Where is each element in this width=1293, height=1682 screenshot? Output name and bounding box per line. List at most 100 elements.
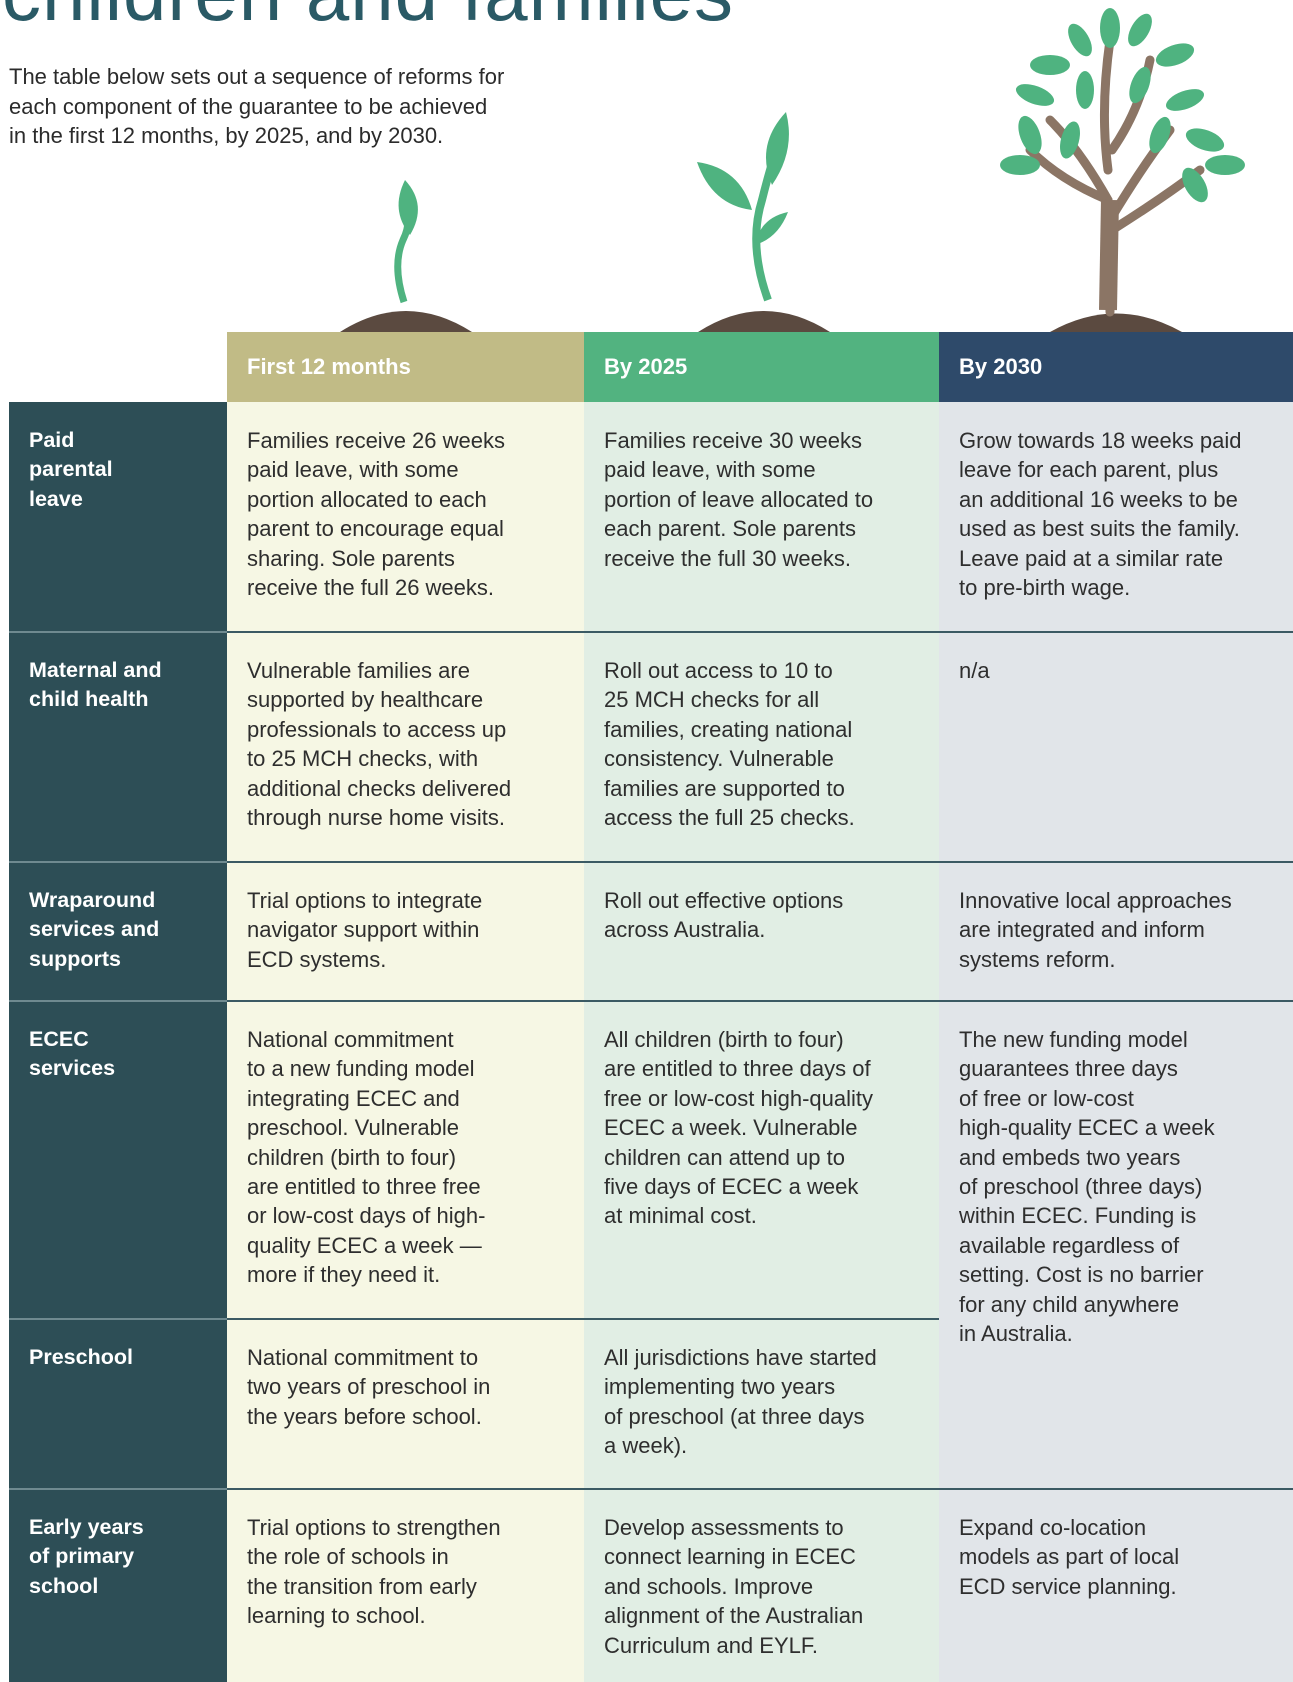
- cell-line: are entitled to three free: [247, 1174, 481, 1200]
- cell-line: implementing two years: [604, 1374, 836, 1400]
- cell-line: a week).: [604, 1433, 688, 1459]
- cell-line: Vulnerable families are: [247, 658, 470, 683]
- cell-line: receive the full 30 weeks.: [604, 545, 852, 571]
- cell-line: families are supported to: [604, 775, 845, 801]
- cell-line: 25 MCH checks for all: [604, 687, 820, 713]
- table-cell: n/a: [939, 632, 1293, 862]
- cell-line: sharing. Sole parents: [247, 545, 455, 571]
- cell-line: guarantees three days: [959, 1056, 1178, 1082]
- table-cell: Develop assessments to connect learning i…: [584, 1489, 939, 1682]
- intro-line: in the first 12 months, by 2025, and by …: [9, 123, 444, 148]
- cell-line: supported by healthcare: [247, 687, 484, 713]
- row-separator: [9, 1318, 227, 1320]
- cell-line: ECD systems.: [247, 946, 387, 972]
- table-cell: Families receive 30 weeks paid leave, wit…: [584, 402, 939, 632]
- cell-line: The new funding model: [959, 1027, 1188, 1052]
- cell-line: through nurse home visits.: [247, 805, 506, 831]
- cell-line: five days of ECEC a week: [604, 1174, 859, 1200]
- cell-line: Innovative local approaches: [959, 888, 1232, 913]
- row-separator: [9, 1000, 227, 1002]
- table-cell: All children (birth to four) are entitled…: [584, 1001, 939, 1319]
- cell-line: the years before school.: [247, 1403, 482, 1429]
- cell-line: to pre-birth wage.: [959, 575, 1131, 601]
- cell-line: children can attend up to: [604, 1144, 845, 1170]
- cell-line: used as best suits the family.: [959, 516, 1240, 542]
- row-label: Wraparound services and supports: [9, 862, 227, 1001]
- row-separator: [9, 861, 227, 863]
- table-cell: Vulnerable families are supported by heal…: [227, 632, 584, 862]
- row-label-line: Paid: [29, 428, 75, 452]
- row-separator: [584, 1488, 939, 1490]
- cell-line: an additional 16 weeks to be: [959, 486, 1238, 512]
- cell-line: or low-cost days of high-: [247, 1203, 486, 1229]
- row-separator: [227, 631, 584, 633]
- cell-line: National commitment: [247, 1027, 454, 1052]
- intro-line: The table below sets out a sequence of r…: [9, 64, 505, 89]
- table-cell: All jurisdictions have started implementi…: [584, 1319, 939, 1489]
- cell-line: are entitled to three days of: [604, 1056, 871, 1082]
- cell-line: more if they need it.: [247, 1262, 441, 1288]
- cell-line: ECEC a week. Vulnerable: [604, 1115, 858, 1141]
- row-label: Preschool: [9, 1319, 227, 1489]
- cell-line: the transition from early: [247, 1573, 477, 1599]
- column-header: By 2030: [939, 332, 1293, 402]
- row-separator: [939, 1000, 1293, 1002]
- row-label: Maternal and child health: [9, 632, 227, 862]
- cell-line: All children (birth to four): [604, 1027, 844, 1052]
- cell-line: integrating ECEC and: [247, 1085, 460, 1111]
- cell-line: two years of preschool in: [247, 1374, 491, 1400]
- cell-line: Roll out access to 10 to: [604, 658, 833, 683]
- cell-line: to 25 MCH checks, with: [247, 746, 479, 772]
- cell-line: systems reform.: [959, 946, 1116, 972]
- cell-line: quality ECEC a week —: [247, 1232, 482, 1258]
- table-cell: The new funding model guarantees three da…: [939, 1001, 1293, 1489]
- cell-line: in Australia.: [959, 1321, 1073, 1347]
- cell-line: Roll out effective options: [604, 888, 844, 913]
- table-cell: Roll out effective options across Austral…: [584, 862, 939, 1001]
- cell-line: ECD service planning.: [959, 1573, 1177, 1599]
- cell-line: available regardless of: [959, 1232, 1180, 1258]
- row-label-line: services and: [29, 917, 160, 942]
- row-label-line: leave: [29, 486, 83, 511]
- row-separator: [9, 1488, 227, 1490]
- cell-line: and schools. Improve: [604, 1573, 814, 1599]
- cell-line: Trial options to integrate: [247, 888, 483, 913]
- table-cell: National commitment to a new funding mode…: [227, 1001, 584, 1319]
- row-separator: [939, 1488, 1293, 1490]
- cell-line: alignment of the Australian: [604, 1603, 864, 1629]
- table-cell: Trial options to strengthen the role of s…: [227, 1489, 584, 1682]
- row-separator: [227, 1000, 584, 1002]
- cell-line: professionals to access up: [247, 716, 507, 742]
- row-label-line: parental: [29, 457, 113, 482]
- cell-line: Families receive 30 weeks: [604, 428, 862, 453]
- cell-line: consistency. Vulnerable: [604, 746, 834, 772]
- cell-line: All jurisdictions have started: [604, 1345, 877, 1370]
- row-separator: [584, 1000, 939, 1002]
- table-cell: Families receive 26 weeks paid leave, wit…: [227, 402, 584, 632]
- cell-line: additional checks delivered: [247, 775, 512, 801]
- cell-line: Grow towards 18 weeks paid: [959, 428, 1242, 453]
- cell-line: to a new funding model: [247, 1056, 475, 1082]
- cell-line: Leave paid at a similar rate: [959, 545, 1224, 571]
- cell-line: parent to encourage equal: [247, 516, 504, 542]
- row-separator: [227, 1318, 584, 1320]
- cell-line: leave for each parent, plus: [959, 457, 1219, 483]
- intro-line: each component of the guarantee to be ac…: [9, 93, 488, 119]
- cell-line: each parent. Sole parents: [604, 516, 856, 542]
- cell-line: portion allocated to each: [247, 486, 487, 512]
- table-cell: Innovative local approaches are integrate…: [939, 862, 1293, 1001]
- cell-line: of preschool (three days): [959, 1174, 1203, 1200]
- row-separator: [227, 861, 584, 863]
- cell-line: Develop assessments to: [604, 1515, 844, 1540]
- cell-line: free or low-cost high-quality: [604, 1085, 874, 1111]
- row-separator: [584, 1318, 939, 1320]
- cell-line: are integrated and inform: [959, 917, 1205, 943]
- cell-line: and embeds two years: [959, 1144, 1181, 1170]
- row-label-line: child health: [29, 687, 149, 712]
- row-label-line: Early years: [29, 1515, 144, 1539]
- cell-line: Families receive 26 weeks: [247, 428, 505, 453]
- cell-line: of preschool (at three days: [604, 1403, 865, 1429]
- table-cell: National commitment to two years of presc…: [227, 1319, 584, 1489]
- cell-line: connect learning in ECEC: [604, 1544, 856, 1570]
